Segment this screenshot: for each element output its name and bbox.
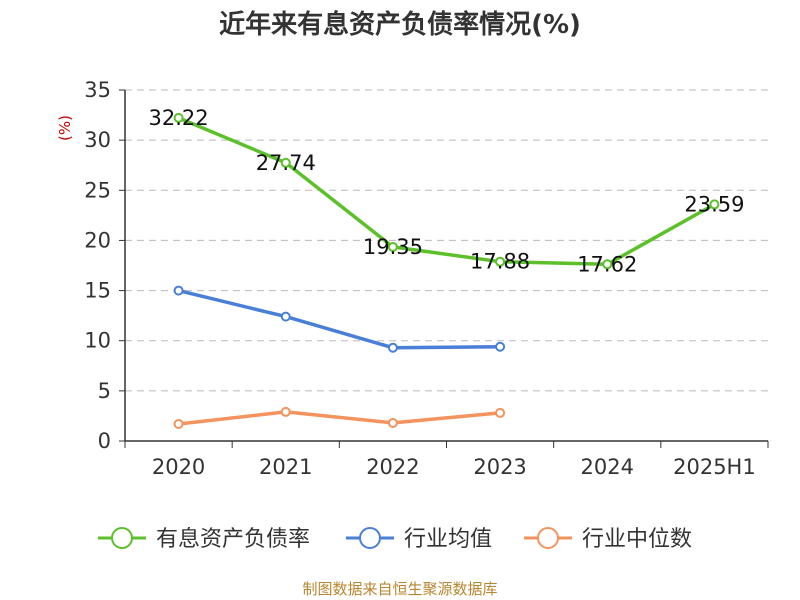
data-label: 27.74 [256,151,316,175]
data-label: 17.88 [470,250,530,274]
data-point [280,157,291,168]
y-axis-unit: (%) [56,115,74,141]
y-tick-label: 20 [84,228,111,252]
axes: 0 5 10 15 20 25 30 35 2020 2021 2022 2023 2024 2025H1 [84,78,769,479]
legend-label: 行业中位数 [582,527,692,552]
data-label: 17.62 [577,252,637,276]
data-point [602,259,613,270]
x-tick-label: 2022 [366,455,419,479]
y-tick-label: 15 [84,279,111,303]
series-line [178,410,501,426]
legend-marker [359,527,381,549]
y-tick-label: 30 [84,128,111,152]
legend-label: 行业均值 [404,527,492,552]
data-label: 23.59 [684,192,744,216]
data-point [495,341,506,352]
y-tick-label: 35 [84,78,111,102]
x-tick-label: 2020 [152,455,205,479]
data-point [387,241,398,252]
x-tick-label: 2025H1 [673,455,756,479]
data-point [173,418,184,429]
source-note: 制图数据来自恒生聚源数据库 [302,580,497,598]
legend-label: 有息资产负债率 [156,527,310,552]
x-tick-label: 2021 [259,455,312,479]
data-point [495,256,506,267]
data-point [280,406,291,417]
data-point [387,417,398,428]
data-labels: 32.22 27.74 19.35 17.88 17.62 23.59 [149,106,745,276]
series-line [177,116,716,267]
series-line [178,288,501,350]
data-point [280,311,291,322]
data-point [173,112,184,123]
y-tick-label: 25 [84,178,111,202]
legend-marker [537,527,559,549]
data-point [387,342,398,353]
y-tick-label: 10 [84,329,111,353]
chart-title: 近年来有息资产负债率情况(%) [219,9,581,40]
data-point [495,407,506,418]
legend: 有息资产负债率 行业均值 行业中位数 [98,527,692,552]
series-group [173,112,720,429]
data-point [709,199,720,210]
x-tick-label: 2023 [473,455,526,479]
legend-marker [111,527,133,549]
y-tick-label: 0 [98,429,111,453]
data-point [173,285,184,296]
data-label: 32.22 [149,106,209,130]
data-label: 19.35 [363,235,423,259]
y-tick-label: 5 [98,379,111,403]
x-tick-label: 2024 [581,455,634,479]
